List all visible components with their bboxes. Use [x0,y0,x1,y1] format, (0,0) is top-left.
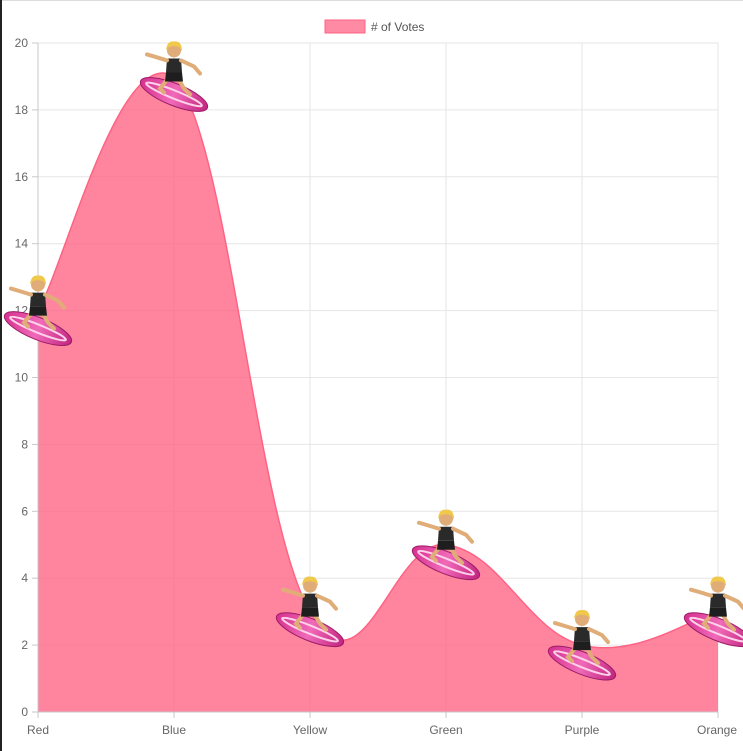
x-tick-label: Red [27,723,49,737]
x-tick-label: Green [429,723,462,737]
legend-swatch [324,19,366,34]
x-tick-label: Orange [697,723,737,737]
y-tick-label: 4 [21,571,28,585]
y-tick-label: 14 [15,237,29,251]
y-tick-label: 6 [21,504,28,518]
y-tick-label: 16 [15,170,29,184]
y-tick-label: 10 [15,371,29,385]
axes [32,42,719,718]
y-tick-label: 8 [21,437,28,451]
area-fill [38,73,718,713]
y-tick-label: 20 [15,36,29,50]
x-tick-label: Yellow [293,723,328,737]
x-tick-label: Blue [162,723,186,737]
y-tick-label: 18 [15,103,29,117]
area-series [37,72,719,713]
y-tick-label: 0 [21,705,28,719]
y-tick-label: 2 [21,638,28,652]
window-edge [0,0,2,751]
legend[interactable]: # of Votes [324,19,424,34]
x-tick-label: Purple [565,723,600,737]
legend-label: # of Votes [371,20,424,34]
